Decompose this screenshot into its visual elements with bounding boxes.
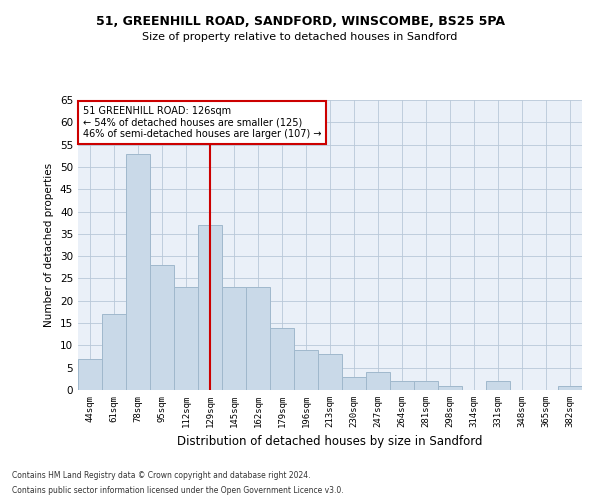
Bar	[486, 381, 510, 390]
Bar	[246, 288, 270, 390]
Bar	[318, 354, 342, 390]
Bar	[438, 386, 462, 390]
Text: 51 GREENHILL ROAD: 126sqm
← 54% of detached houses are smaller (125)
46% of semi: 51 GREENHILL ROAD: 126sqm ← 54% of detac…	[83, 106, 322, 139]
Bar	[294, 350, 318, 390]
Bar	[222, 288, 246, 390]
Text: Contains public sector information licensed under the Open Government Licence v3: Contains public sector information licen…	[12, 486, 344, 495]
Bar	[198, 225, 222, 390]
Bar	[366, 372, 390, 390]
Bar	[390, 381, 414, 390]
Text: 51, GREENHILL ROAD, SANDFORD, WINSCOMBE, BS25 5PA: 51, GREENHILL ROAD, SANDFORD, WINSCOMBE,…	[95, 15, 505, 28]
Bar	[270, 328, 294, 390]
X-axis label: Distribution of detached houses by size in Sandford: Distribution of detached houses by size …	[177, 436, 483, 448]
Bar	[150, 265, 174, 390]
Text: Size of property relative to detached houses in Sandford: Size of property relative to detached ho…	[142, 32, 458, 42]
Bar	[558, 386, 582, 390]
Bar	[126, 154, 150, 390]
Bar	[342, 376, 366, 390]
Bar	[414, 381, 438, 390]
Bar	[102, 314, 126, 390]
Bar	[174, 288, 198, 390]
Y-axis label: Number of detached properties: Number of detached properties	[44, 163, 55, 327]
Text: Contains HM Land Registry data © Crown copyright and database right 2024.: Contains HM Land Registry data © Crown c…	[12, 471, 311, 480]
Bar	[78, 359, 102, 390]
